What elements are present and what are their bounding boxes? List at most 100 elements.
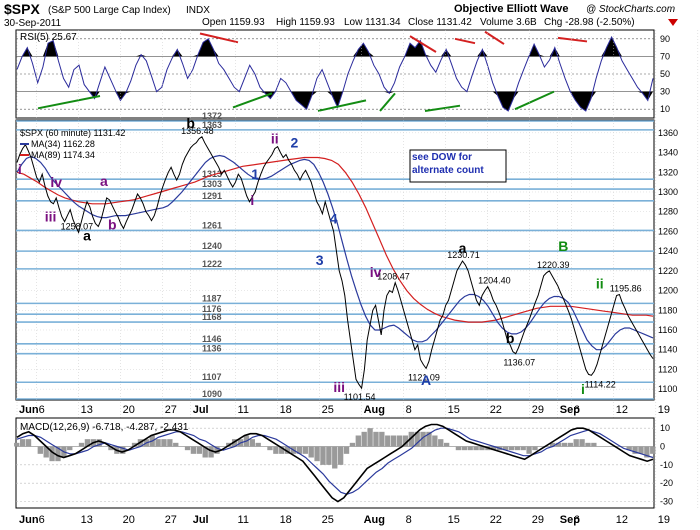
ma89-legend: MA(89) 1174.34 <box>31 150 95 160</box>
rsi-tick-label: 90 <box>660 34 670 44</box>
chart-exchange: INDX <box>186 5 210 16</box>
date-tick-label: 15 <box>448 404 460 416</box>
rsi-support-trendline <box>424 104 461 112</box>
macd-histogram-bar <box>19 439 26 447</box>
macd-histogram-bar <box>461 446 467 451</box>
date-tick-label: 8 <box>406 514 412 526</box>
fib-level-label: 1222 <box>202 259 222 269</box>
macd-histogram-bar <box>402 435 409 447</box>
wave-count-label: a <box>459 240 467 256</box>
macd-histogram-bar <box>96 439 102 447</box>
rsi-resistance-trendline <box>454 37 476 45</box>
rsi-tick-label: 30 <box>660 87 670 97</box>
macd-histogram-bar <box>514 446 520 451</box>
price-tick-label: 1260 <box>658 226 678 236</box>
ma34-legend: MA(34) 1162.28 <box>31 139 95 149</box>
wave-count-label: a <box>83 227 91 243</box>
macd-histogram-bar <box>173 442 179 447</box>
macd-histogram-bar <box>120 446 126 454</box>
macd-histogram-bar <box>408 431 414 447</box>
price-pivot-label: 1356.48 <box>181 126 214 136</box>
date-tick-label: Jun <box>19 514 39 526</box>
fib-level-label: 1107 <box>202 372 222 382</box>
fib-level-label: 1291 <box>202 191 222 201</box>
date-tick-label: 20 <box>123 514 135 526</box>
macd-tick-label: 10 <box>660 423 670 433</box>
macd-histogram-bar <box>167 439 173 447</box>
macd-histogram-bar <box>626 446 632 451</box>
wave-count-label: ii <box>596 276 604 292</box>
date-axis-bottom: Jun6132027Jul111825Aug8152229Sep6121926 <box>19 514 700 526</box>
macd-histogram-bar <box>432 435 438 447</box>
macd-histogram-bar <box>585 442 591 447</box>
rsi-tick-label: 70 <box>660 51 670 61</box>
macd-histogram-bar <box>644 446 650 458</box>
price-pivot-label: 1230.71 <box>447 250 480 260</box>
macd-histogram-bar <box>131 442 138 447</box>
macd-histogram-bar <box>532 446 538 451</box>
macd-histogram-bar <box>55 446 61 462</box>
macd-histogram-bar <box>443 442 450 447</box>
macd-histogram-bar <box>273 446 279 454</box>
macd-histogram-bar <box>284 446 291 454</box>
macd-histogram-bar <box>267 446 273 451</box>
rsi-panel: 90 70 50 30 10 RSI(5) 25.67 <box>15 29 670 119</box>
date-tick-label: 22 <box>490 404 502 416</box>
date-tick-label: 12 <box>616 404 628 416</box>
date-tick-label: Sep <box>560 514 580 526</box>
wave-count-label: b <box>108 216 117 232</box>
fib-level-label: 1313 <box>202 169 222 179</box>
macd-histogram-bar <box>491 446 497 451</box>
date-tick-label: 20 <box>123 404 135 416</box>
chart-volume: Volume 3.6B <box>480 17 537 28</box>
chart-low: Low 1131.34 <box>344 17 401 28</box>
date-tick-label: 8 <box>406 404 412 416</box>
macd-tick-label: -30 <box>660 497 673 507</box>
fib-level-label: 1090 <box>202 389 222 399</box>
macd-histogram-bar <box>396 435 403 447</box>
note-box <box>409 149 507 183</box>
date-tick-label: 6 <box>574 514 580 526</box>
macd-histogram-bar <box>438 439 444 447</box>
macd-histogram-bar <box>184 446 191 451</box>
price-tick-label: 1240 <box>658 246 678 256</box>
fib-level-label: 1146 <box>202 334 222 344</box>
price-tick-label: 1300 <box>658 187 678 197</box>
macd-histogram-bar <box>231 439 238 447</box>
date-tick-label: 6 <box>574 404 580 416</box>
wave-count-label: 1 <box>251 166 259 182</box>
date-tick-label: 18 <box>280 404 292 416</box>
rsi-panel-frame <box>15 29 655 119</box>
date-tick-label: 15 <box>448 514 460 526</box>
macd-histogram-bar <box>467 446 473 451</box>
chart-symbol: $SPX <box>4 1 40 17</box>
macd-histogram-bar <box>373 431 379 447</box>
date-tick-label: 19 <box>658 404 670 416</box>
macd-histogram-bar <box>214 446 220 454</box>
date-tick-label: Aug <box>364 514 385 526</box>
wave-count-label: A <box>421 372 431 388</box>
price-tick-label: 1160 <box>658 325 677 335</box>
macd-signal-line <box>16 427 654 495</box>
chart-index-name: (S&P 500 Large Cap Index) <box>48 5 171 16</box>
macd-histogram-bar <box>108 446 114 451</box>
macd-histogram-bar <box>390 435 397 447</box>
price-pivot-label: 1101.54 <box>344 392 376 402</box>
date-tick-label: Jul <box>193 404 209 416</box>
macd-histogram-bar <box>526 446 532 454</box>
rsi-resistance-trendline <box>199 32 239 44</box>
macd-histogram-bar <box>43 446 49 458</box>
price-pivot-label: 1114.22 <box>585 379 616 389</box>
macd-histogram-bar <box>255 442 261 447</box>
macd-histogram-bar <box>379 431 385 447</box>
macd-histogram-bar <box>249 439 255 447</box>
wave-count-label: iii <box>333 379 345 395</box>
wave-count-label: iv <box>370 264 382 280</box>
macd-histogram-bar <box>579 439 585 447</box>
chart-copyright: @ StockCharts.com <box>586 4 675 15</box>
macd-histogram-bar <box>520 446 526 451</box>
price-pivot-label: 1195.86 <box>610 284 642 294</box>
macd-histogram-bar <box>367 428 373 447</box>
macd-histogram-bar <box>332 446 338 469</box>
